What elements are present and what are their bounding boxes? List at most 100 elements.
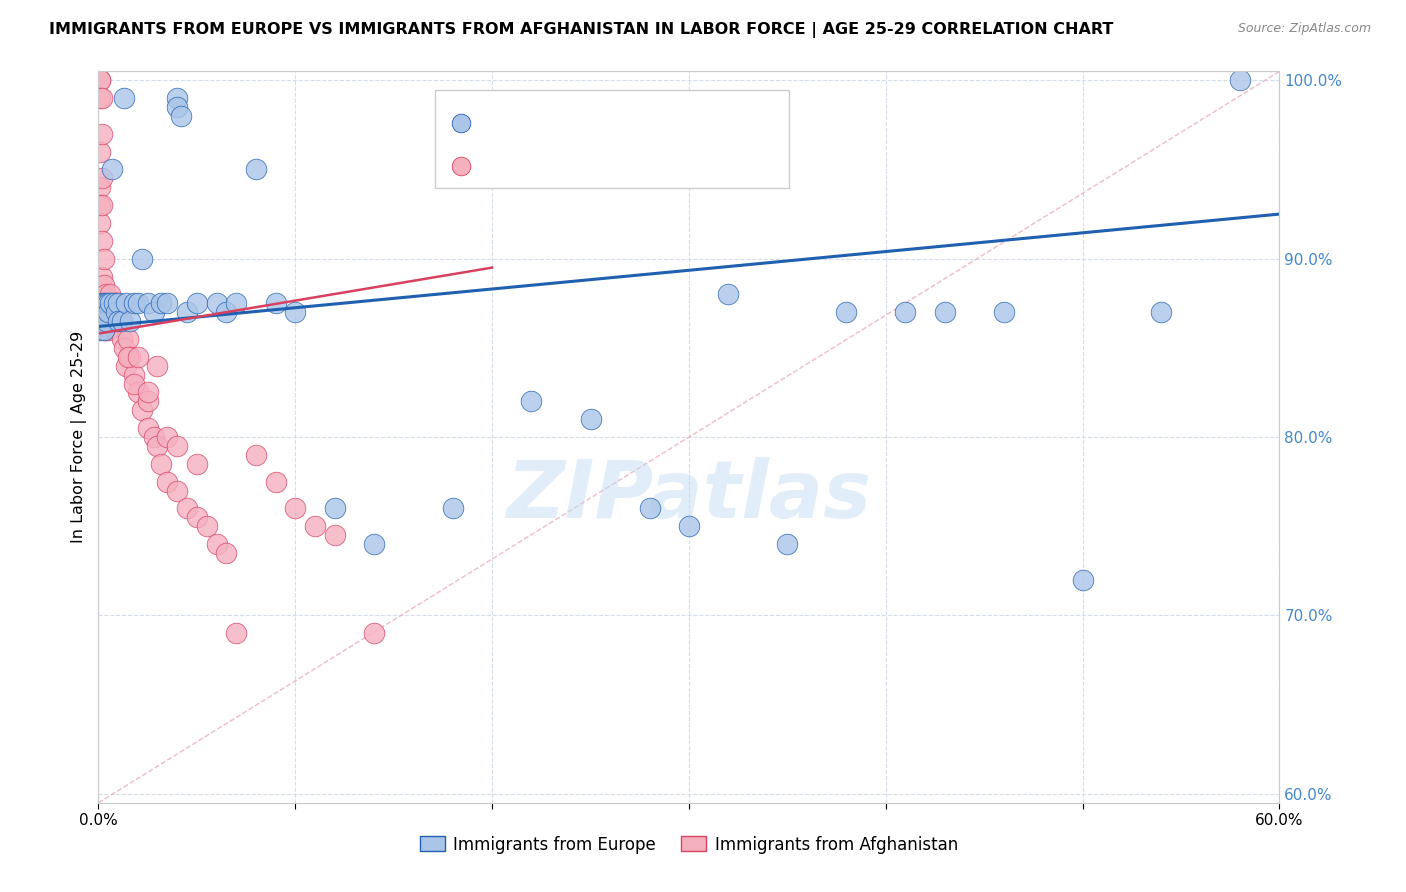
Point bbox=[264, 296, 287, 310]
Point bbox=[105, 305, 128, 319]
Point bbox=[91, 234, 114, 248]
Point bbox=[105, 314, 128, 328]
Point bbox=[117, 350, 139, 364]
Text: ZIPatlas: ZIPatlas bbox=[506, 457, 872, 534]
FancyBboxPatch shape bbox=[434, 90, 789, 188]
Point bbox=[225, 626, 247, 640]
Point bbox=[245, 162, 267, 177]
Point bbox=[93, 323, 115, 337]
Text: Source: ZipAtlas.com: Source: ZipAtlas.com bbox=[1237, 22, 1371, 36]
Point bbox=[186, 510, 208, 524]
Point bbox=[692, 305, 714, 319]
Point bbox=[205, 296, 228, 310]
Point bbox=[136, 385, 159, 400]
Point bbox=[93, 278, 115, 293]
Point bbox=[108, 314, 131, 328]
Point bbox=[579, 412, 602, 426]
Point bbox=[225, 296, 247, 310]
Point bbox=[89, 73, 111, 87]
Point bbox=[146, 359, 169, 373]
Point bbox=[105, 296, 128, 310]
Point bbox=[323, 528, 346, 542]
Point bbox=[894, 305, 917, 319]
Point bbox=[176, 305, 198, 319]
Point bbox=[101, 296, 124, 310]
Point bbox=[323, 501, 346, 516]
Point bbox=[96, 296, 118, 310]
Point bbox=[195, 519, 218, 533]
Point bbox=[127, 350, 149, 364]
Point bbox=[150, 457, 173, 471]
Point bbox=[91, 314, 114, 328]
Point bbox=[112, 91, 135, 105]
Point bbox=[146, 439, 169, 453]
Point bbox=[156, 296, 179, 310]
Point bbox=[107, 296, 129, 310]
Point bbox=[934, 305, 956, 319]
Point bbox=[93, 296, 115, 310]
Point bbox=[776, 537, 799, 551]
Text: 55: 55 bbox=[620, 113, 645, 131]
Point bbox=[1150, 305, 1173, 319]
Point bbox=[93, 323, 115, 337]
Point bbox=[131, 403, 153, 417]
Point bbox=[118, 314, 141, 328]
Text: 68: 68 bbox=[620, 157, 645, 175]
Point bbox=[93, 305, 115, 319]
Point bbox=[96, 287, 118, 301]
Point bbox=[215, 546, 238, 560]
Point bbox=[101, 162, 124, 177]
Point bbox=[97, 323, 120, 337]
Point bbox=[112, 341, 135, 355]
Point bbox=[441, 501, 464, 516]
Point bbox=[205, 537, 228, 551]
Point bbox=[284, 501, 307, 516]
Point bbox=[96, 314, 118, 328]
Text: IMMIGRANTS FROM EUROPE VS IMMIGRANTS FROM AFGHANISTAN IN LABOR FORCE | AGE 25-29: IMMIGRANTS FROM EUROPE VS IMMIGRANTS FRO… bbox=[49, 22, 1114, 38]
Point bbox=[186, 296, 208, 310]
Point bbox=[284, 305, 307, 319]
Point bbox=[166, 91, 188, 105]
Point bbox=[103, 296, 125, 310]
Point bbox=[89, 323, 111, 337]
Point bbox=[115, 296, 138, 310]
Point bbox=[156, 475, 179, 489]
Point bbox=[89, 73, 111, 87]
Point bbox=[127, 385, 149, 400]
Point bbox=[363, 626, 385, 640]
Point bbox=[304, 519, 326, 533]
Point bbox=[150, 296, 173, 310]
Point bbox=[215, 305, 238, 319]
Point bbox=[89, 180, 111, 194]
Point bbox=[111, 332, 134, 346]
Point bbox=[91, 91, 114, 105]
Point bbox=[98, 305, 121, 319]
Point bbox=[176, 501, 198, 516]
Point bbox=[156, 430, 179, 444]
Point bbox=[91, 127, 114, 141]
Point bbox=[131, 252, 153, 266]
Point bbox=[93, 252, 115, 266]
Point bbox=[89, 216, 111, 230]
Point bbox=[98, 296, 121, 310]
Point bbox=[103, 314, 125, 328]
Point bbox=[1071, 573, 1094, 587]
Text: R =: R = bbox=[482, 157, 522, 175]
Point bbox=[136, 421, 159, 435]
Point bbox=[122, 376, 145, 391]
Point bbox=[111, 314, 134, 328]
Point bbox=[122, 368, 145, 382]
Point bbox=[678, 519, 700, 533]
Point bbox=[98, 287, 121, 301]
Point bbox=[118, 350, 141, 364]
Point bbox=[89, 305, 111, 319]
Point bbox=[142, 430, 165, 444]
Point bbox=[363, 537, 385, 551]
Point bbox=[136, 296, 159, 310]
Point bbox=[186, 457, 208, 471]
Point bbox=[115, 359, 138, 373]
Text: N =: N = bbox=[576, 157, 628, 175]
Point bbox=[89, 145, 111, 159]
Text: 0.158: 0.158 bbox=[523, 113, 581, 131]
Point bbox=[638, 501, 661, 516]
